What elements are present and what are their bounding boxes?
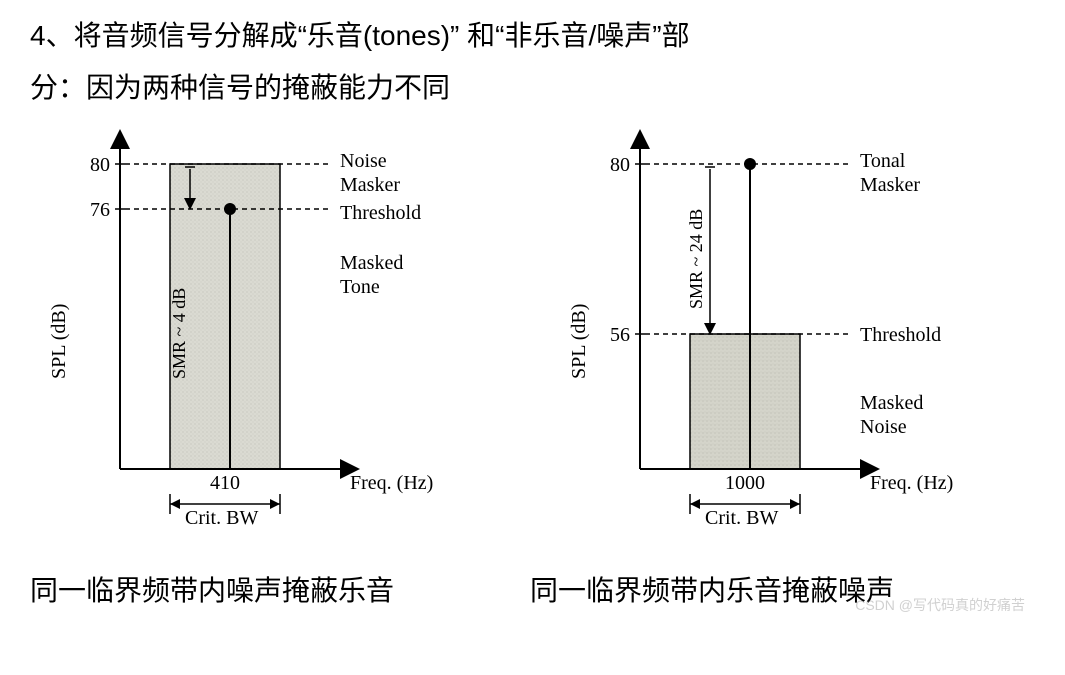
critbw-label: Crit. BW xyxy=(185,507,258,529)
crit-band-rect xyxy=(690,334,800,469)
ytick-label-80: 80 xyxy=(90,154,110,176)
ann-masked: Masked xyxy=(860,392,923,414)
smr-label: SMR ~ 4 dB xyxy=(169,288,189,379)
ann-masker: Masker xyxy=(340,174,400,196)
caption-right: 同一临界频带内乐音掩蔽噪声 xyxy=(530,569,894,609)
ann-tone: Tone xyxy=(340,276,380,298)
ann-noise: Noise xyxy=(860,416,907,438)
y-axis-label: SPL (dB) xyxy=(48,304,70,379)
ann-masked: Masked xyxy=(340,252,403,274)
ann-tonal: Tonal xyxy=(860,150,906,172)
title-line1: 4、将音频信号分解成“乐音(tones)” 和“非乐音/噪声”部 xyxy=(30,15,1035,57)
chart-right: 80 56 SPL (dB) SMR ~ 24 dB 1000 Crit. BW… xyxy=(550,119,1020,544)
watermark: CSDN @写代码真的好痛苦 xyxy=(855,595,1025,615)
critbw-arrow-left xyxy=(170,499,180,509)
xtick-label: 410 xyxy=(210,472,240,494)
x-axis-label: Freq. (Hz) xyxy=(350,472,433,494)
ytick-label-56: 56 xyxy=(610,324,630,346)
title-line2: 分：因为两种信号的掩蔽能力不同 xyxy=(30,67,1035,109)
chart-left: 80 76 SPL (dB) SMR ~ 4 dB 410 Crit. BW F… xyxy=(30,119,490,544)
ytick-label-80: 80 xyxy=(610,154,630,176)
ann-threshold: Threshold xyxy=(340,202,421,224)
charts-row: 80 76 SPL (dB) SMR ~ 4 dB 410 Crit. BW F… xyxy=(30,119,1035,544)
ytick-label-76: 76 xyxy=(90,199,110,221)
x-axis-label: Freq. (Hz) xyxy=(870,472,953,494)
critbw-arrow-right xyxy=(790,499,800,509)
tonal-dot xyxy=(744,158,756,170)
y-axis-label: SPL (dB) xyxy=(568,304,590,379)
critbw-label: Crit. BW xyxy=(705,507,778,529)
smr-label: SMR ~ 24 dB xyxy=(686,209,706,309)
ann-threshold: Threshold xyxy=(860,324,941,346)
critbw-arrow-right xyxy=(270,499,280,509)
tone-dot xyxy=(224,203,236,215)
ann-noise: Noise xyxy=(340,150,387,172)
critbw-arrow-left xyxy=(690,499,700,509)
xtick-label: 1000 xyxy=(725,472,765,494)
ann-masker: Masker xyxy=(860,174,920,196)
caption-left: 同一临界频带内噪声掩蔽乐音 xyxy=(30,569,530,609)
